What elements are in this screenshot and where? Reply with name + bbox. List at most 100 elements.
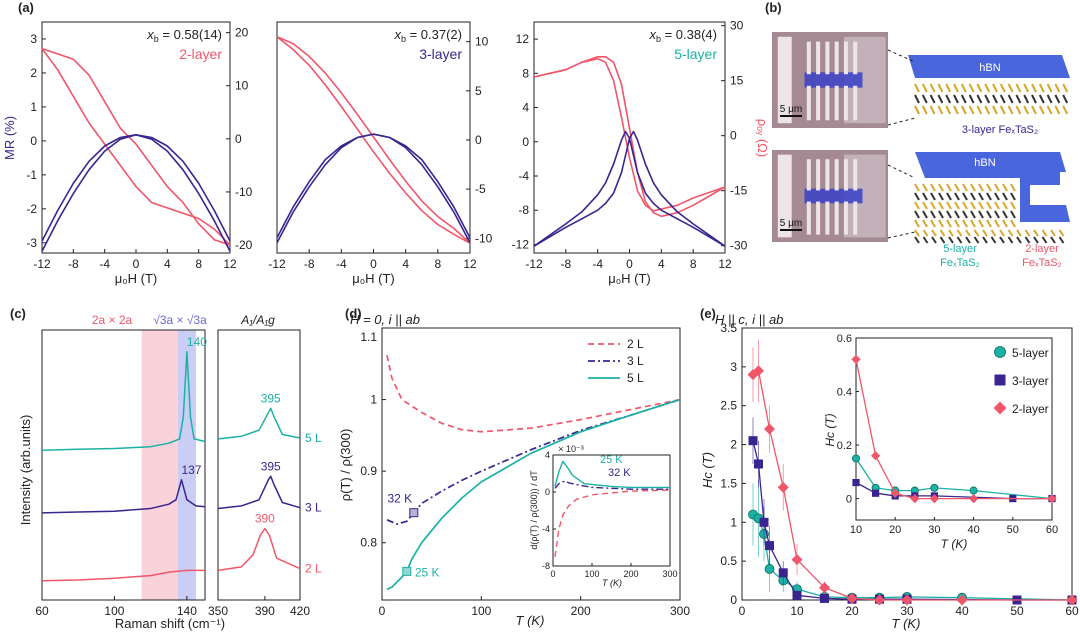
lattice-atom [1010, 201, 1016, 210]
lattice-atom [970, 183, 976, 192]
band-sqrt3 [177, 330, 196, 600]
callout-line [887, 117, 916, 126]
lattice-atom [986, 210, 992, 219]
device-1-pad [777, 36, 792, 124]
y-tick-label: 0 [545, 487, 550, 497]
y-tick-label: -15 [730, 184, 748, 198]
hc-inset-point [969, 486, 978, 495]
lattice-atom [914, 236, 920, 244]
lattice-atom [1010, 219, 1016, 228]
device-2-electrode [834, 201, 839, 235]
lattice-atom [960, 83, 967, 93]
rho-panel-title: H = 0, i || ab [350, 312, 420, 327]
x-tick-label: -4 [592, 257, 603, 271]
hc-inset-point [872, 489, 880, 497]
hc-data-point [792, 590, 802, 600]
rho-curve [386, 398, 681, 525]
lattice-atom [1015, 94, 1022, 104]
hc-data-point [791, 554, 803, 566]
device-2-pad [777, 154, 792, 238]
lattice-atom [945, 105, 952, 115]
device-1-electrode [834, 85, 839, 121]
y-tick-label: 1 [730, 515, 737, 529]
lattice-atom [1038, 83, 1045, 93]
y-tick-label: -2 [26, 202, 37, 216]
lattice-atom [956, 236, 963, 244]
lattice-atom [960, 105, 967, 115]
y-tick-label: 10 [475, 35, 489, 49]
y-tick-label: -3 [26, 236, 37, 250]
lattice-atom [992, 94, 998, 104]
rho-yx-curve [276, 36, 471, 244]
lattice-atom [1062, 94, 1069, 104]
lattice-atom [1010, 183, 1016, 192]
lattice-atom [938, 201, 944, 210]
panel-label-b: (b) [765, 0, 782, 15]
inset-25k-label: 25 K [600, 454, 623, 466]
mr-axis-label: MR (%) [2, 116, 17, 160]
layer-label: 3-layer [419, 46, 462, 62]
device-2-electrode [843, 159, 848, 191]
y-tick-label: 0.9 [360, 464, 377, 478]
lattice-atom [962, 183, 968, 192]
hc-y-axis-label: Hc (T) [700, 452, 715, 488]
lattice-atom [1010, 192, 1016, 201]
device-2-electrode [825, 201, 830, 235]
schematic-2-layer-label: 2-layer [1025, 243, 1059, 255]
y-tick-label: 0 [475, 133, 482, 147]
rho-y-axis-label: ρ(T) / ρ(300) [338, 429, 353, 502]
lattice-atom [976, 105, 983, 115]
hbn-layer [915, 152, 1070, 222]
device-1-electrode [853, 85, 858, 121]
rho-yx-curve [276, 35, 471, 244]
schematic-2-layer-formula: FeₓTaS₂ [1022, 257, 1062, 269]
device-1-sample-flake [804, 72, 863, 88]
lattice-atom [1024, 236, 1031, 244]
device-2-electrode [816, 201, 821, 235]
lattice-atom [937, 105, 944, 115]
lattice-atom [946, 219, 952, 228]
y-tick-label: -30 [730, 239, 748, 253]
hc-inset-x-label: T (K) [941, 537, 968, 551]
schematic-5-layer-formula: FeₓTaS₂ [940, 257, 980, 269]
lattice-atom [1015, 83, 1022, 93]
lattice-atom [1007, 229, 1014, 237]
lattice-atom [946, 192, 952, 201]
lattice-atom [962, 219, 968, 228]
lattice-atom [922, 219, 928, 228]
x-tick-label: 200 [623, 569, 638, 579]
hc-inset-point [852, 454, 861, 463]
lattice-atom [948, 236, 954, 244]
lattice-atom [984, 105, 991, 115]
rho-yx-curve [41, 48, 231, 246]
lattice-atom [976, 83, 983, 93]
legend-marker [994, 374, 1006, 386]
y-tick-label: 1.1 [360, 330, 377, 344]
hc-fit-line [752, 440, 1072, 601]
lattice-atom [930, 192, 936, 201]
lattice-atom [970, 201, 976, 210]
x-tick-label: 20 [889, 524, 901, 536]
lattice-atom [982, 229, 988, 237]
mr-curve [533, 130, 726, 247]
lattice-atom [994, 183, 1000, 192]
lattice-atom [922, 229, 929, 237]
raman-spectrum [41, 569, 205, 582]
raman-spectrum [217, 475, 301, 510]
inset-derivative-curve [554, 480, 670, 490]
hc-data-point [819, 582, 830, 594]
y-tick-label: -4 [518, 169, 529, 183]
lattice-atom [914, 94, 920, 104]
lattice-atom [937, 94, 944, 104]
rho-x-axis-label: T (K) [516, 613, 545, 628]
raman-spectrum [217, 527, 301, 572]
band-label-2a: 2a × 2a [92, 313, 133, 327]
lattice-atom [930, 201, 936, 210]
hc-data-point [778, 568, 788, 578]
lattice-atom [978, 183, 984, 192]
hc-data-point [901, 594, 913, 606]
xb-subscript: b [154, 34, 159, 44]
x-tick-label: 100 [104, 604, 124, 618]
lattice-atom [999, 94, 1006, 104]
